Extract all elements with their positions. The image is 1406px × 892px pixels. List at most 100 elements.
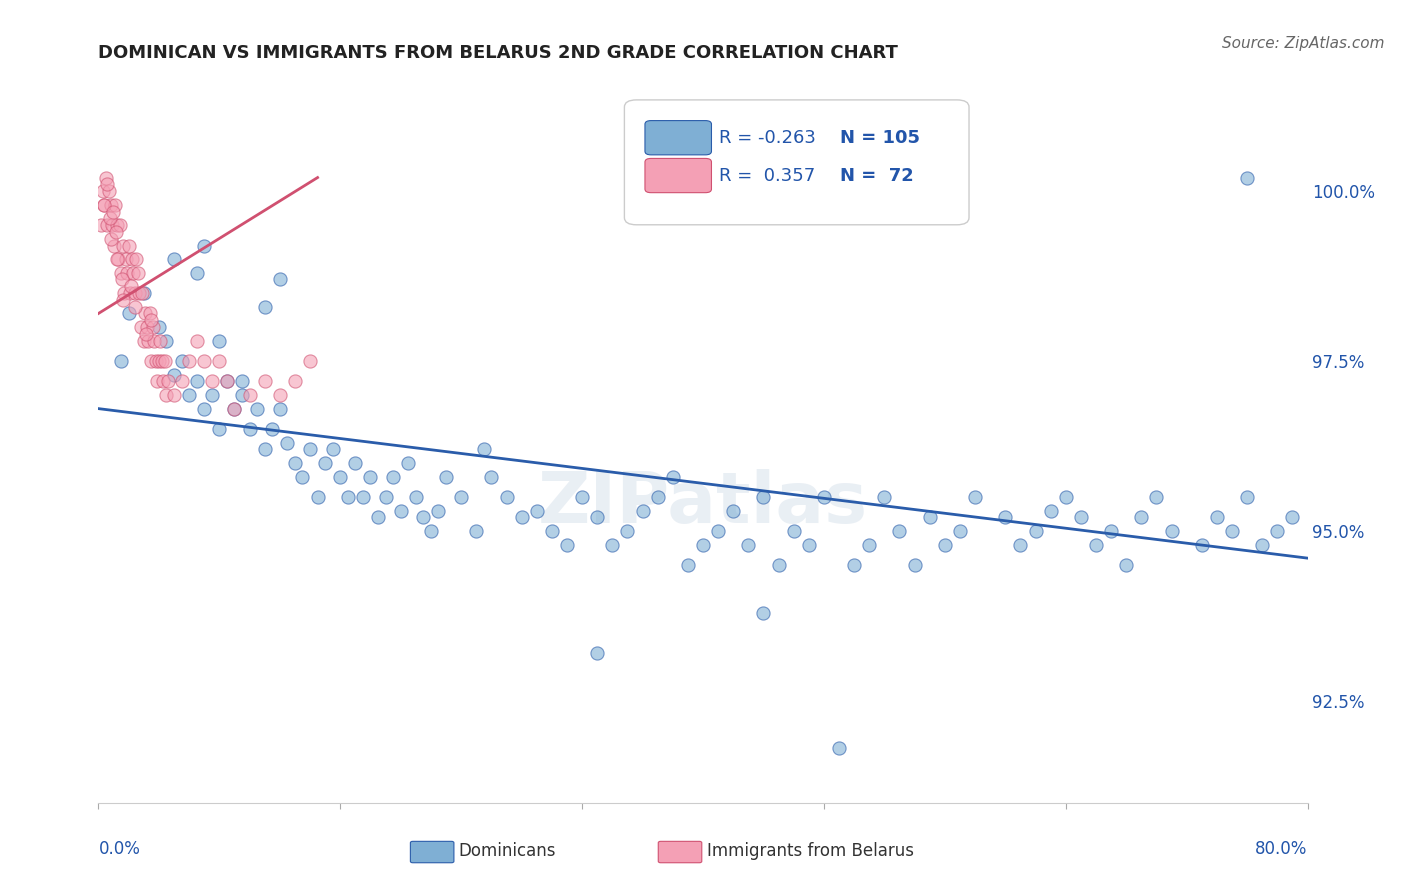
- Point: [100, 232, 122, 246]
- Point: [797, 537, 820, 551]
- Point: [405, 490, 427, 504]
- Text: Source: ZipAtlas.com: Source: ZipAtlas.com: [1222, 36, 1385, 51]
- Point: [631, 503, 654, 517]
- Point: [114, 252, 136, 266]
- Point: [616, 524, 638, 538]
- Point: [299, 442, 322, 457]
- Point: [142, 320, 165, 334]
- Point: [1085, 537, 1108, 551]
- Point: [858, 537, 880, 551]
- Point: [132, 334, 155, 348]
- Point: [179, 354, 201, 368]
- Point: [299, 354, 322, 368]
- Point: [201, 388, 224, 402]
- Point: [253, 442, 276, 457]
- Point: [382, 469, 405, 483]
- Point: [152, 375, 174, 389]
- Point: [105, 218, 128, 232]
- Point: [1267, 524, 1289, 538]
- Point: [828, 741, 851, 756]
- FancyBboxPatch shape: [624, 100, 969, 225]
- Point: [495, 490, 517, 504]
- Point: [768, 558, 790, 572]
- Point: [269, 272, 291, 286]
- Point: [465, 524, 488, 538]
- Point: [284, 456, 307, 470]
- Point: [110, 266, 132, 280]
- Point: [156, 375, 179, 389]
- Point: [918, 510, 941, 524]
- Point: [121, 252, 143, 266]
- Point: [472, 442, 495, 457]
- Point: [139, 306, 162, 320]
- Point: [526, 503, 548, 517]
- Point: [91, 184, 114, 198]
- Point: [208, 422, 231, 436]
- Point: [96, 178, 118, 192]
- Point: [873, 490, 896, 504]
- Point: [344, 456, 367, 470]
- Point: [120, 286, 142, 301]
- Text: DOMINICAN VS IMMIGRANTS FROM BELARUS 2ND GRADE CORRELATION CHART: DOMINICAN VS IMMIGRANTS FROM BELARUS 2ND…: [98, 45, 898, 62]
- Point: [934, 537, 956, 551]
- Point: [153, 354, 176, 368]
- Text: N =  72: N = 72: [839, 167, 914, 185]
- Point: [389, 503, 412, 517]
- Point: [186, 375, 208, 389]
- Point: [692, 537, 714, 551]
- Point: [253, 375, 276, 389]
- Point: [98, 184, 121, 198]
- Point: [170, 375, 193, 389]
- Point: [510, 510, 533, 524]
- Point: [844, 558, 866, 572]
- Text: N = 105: N = 105: [839, 128, 920, 146]
- Point: [193, 238, 215, 252]
- Point: [314, 456, 336, 470]
- Point: [1039, 503, 1062, 517]
- Point: [994, 510, 1017, 524]
- FancyBboxPatch shape: [645, 159, 711, 193]
- Point: [135, 326, 157, 341]
- Point: [124, 300, 146, 314]
- Point: [752, 606, 775, 620]
- Point: [120, 279, 142, 293]
- Point: [124, 286, 146, 301]
- Point: [723, 503, 745, 517]
- Point: [1010, 537, 1032, 551]
- Point: [662, 469, 685, 483]
- Point: [253, 300, 276, 314]
- Point: [1160, 524, 1182, 538]
- Point: [104, 225, 127, 239]
- Point: [1115, 558, 1137, 572]
- Text: 0.0%: 0.0%: [98, 840, 141, 858]
- Point: [110, 354, 132, 368]
- Point: [141, 354, 163, 368]
- Point: [146, 375, 169, 389]
- Point: [93, 198, 115, 212]
- FancyBboxPatch shape: [658, 841, 702, 863]
- Point: [148, 320, 170, 334]
- Point: [889, 524, 911, 538]
- Point: [118, 238, 141, 252]
- Point: [949, 524, 972, 538]
- Point: [107, 252, 129, 266]
- Point: [101, 204, 124, 219]
- Point: [155, 388, 177, 402]
- Point: [105, 252, 128, 266]
- Point: [224, 401, 246, 416]
- Point: [1024, 524, 1046, 538]
- Point: [208, 354, 231, 368]
- Point: [134, 306, 156, 320]
- Point: [96, 218, 118, 232]
- Point: [231, 388, 253, 402]
- Point: [118, 306, 141, 320]
- Point: [112, 286, 135, 301]
- Point: [481, 469, 503, 483]
- Point: [129, 320, 152, 334]
- Point: [291, 469, 314, 483]
- Point: [94, 170, 117, 185]
- Point: [1054, 490, 1077, 504]
- Point: [352, 490, 374, 504]
- Point: [170, 354, 193, 368]
- Point: [145, 354, 167, 368]
